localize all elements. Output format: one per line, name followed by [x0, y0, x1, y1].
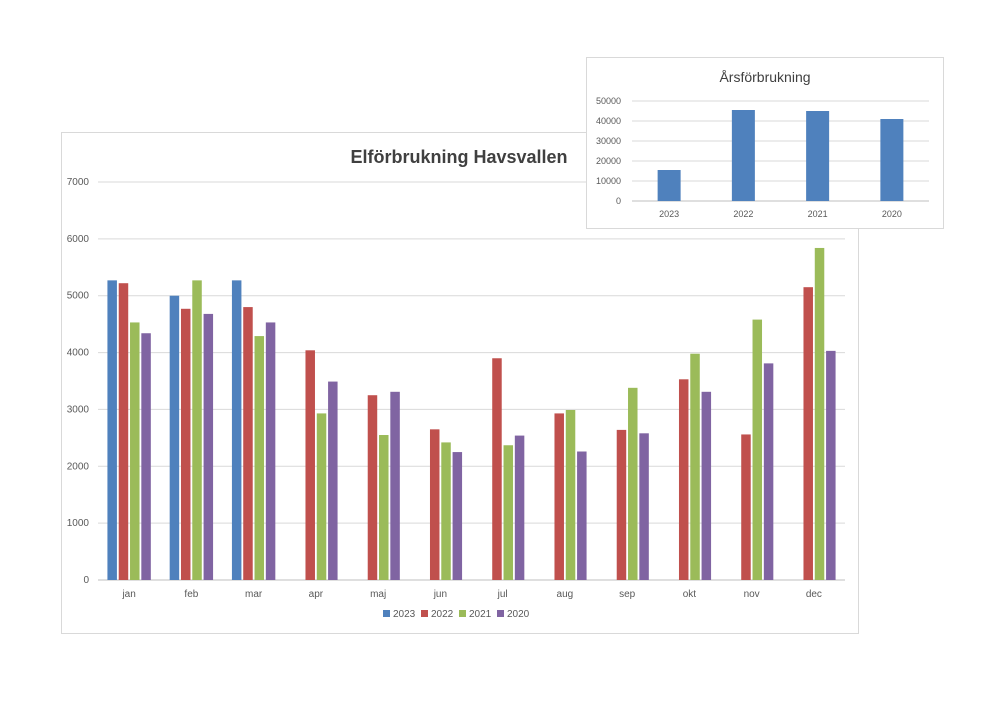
bar-2022-feb	[180, 308, 191, 580]
bar-2021-feb	[192, 280, 202, 580]
bar-2022-jul	[492, 358, 502, 580]
bar-2021-okt	[690, 353, 700, 580]
legend-label-2022: 2022	[431, 609, 454, 620]
bar-2022-sep	[616, 429, 627, 580]
bar-2020-apr	[328, 381, 338, 580]
bar-2020-jan	[141, 333, 151, 580]
x-tick-label: jan	[121, 589, 135, 600]
bar-2020-aug	[577, 451, 587, 580]
bar-2021-sep	[628, 387, 638, 580]
bar-2021-jun	[441, 442, 451, 580]
bar-2021-maj	[379, 435, 389, 580]
x-tick-label: 2020	[882, 209, 902, 219]
legend-label-2020: 2020	[507, 609, 530, 620]
bar-2020-mar	[265, 322, 276, 580]
legend-swatch-2023	[383, 610, 390, 617]
bar-2020-feb	[203, 313, 214, 580]
y-tick-label: 2000	[67, 461, 90, 472]
y-tick-label: 50000	[596, 96, 621, 106]
bar-2021-apr	[316, 413, 327, 580]
bar-2022-jan	[118, 283, 129, 580]
bar-2020-jul	[514, 435, 525, 580]
yearly-chart: Årsförbrukning 0 10000 20000 30000 40000 5000…	[586, 57, 944, 229]
bar-2022-mar	[243, 307, 253, 580]
x-tick-label: jul	[497, 589, 508, 600]
x-tick-label: maj	[370, 589, 386, 600]
bar-2023-feb	[169, 295, 180, 580]
x-tick-label: jun	[433, 589, 447, 600]
y-tick-label: 4000	[67, 348, 90, 359]
monthly-chart-svg: Elförbrukning Havsvallen 0 1000 2000 3000 40…	[67, 147, 845, 620]
bar-2023-mar	[231, 280, 242, 580]
legend-swatch-2021	[459, 610, 466, 617]
x-tick-label: sep	[619, 589, 636, 600]
legend-label-2023: 2023	[393, 609, 416, 620]
bar-2022-maj	[367, 395, 378, 580]
bar-2022	[731, 110, 755, 201]
bar-2022-okt	[678, 379, 689, 580]
y-tick-label: 5000	[67, 291, 90, 302]
x-tick-label: feb	[184, 589, 198, 600]
y-tick-label: 20000	[596, 156, 621, 166]
bar-2021-dec	[814, 247, 825, 580]
yearly-chart-svg: Årsförbrukning 0 10000 20000 30000 40000 5000…	[596, 69, 929, 219]
y-tick-label: 30000	[596, 136, 621, 146]
x-tick-label: aug	[557, 589, 574, 600]
yearly-chart-title: Årsförbrukning	[719, 69, 810, 85]
y-tick-label: 1000	[67, 518, 90, 529]
x-tick-label: apr	[309, 589, 324, 600]
legend-label-2021: 2021	[469, 609, 492, 620]
bar-2021-jan	[130, 322, 140, 580]
bar-2020-sep	[639, 433, 649, 580]
bar-2022-nov	[741, 434, 751, 580]
x-tick-label: 2022	[733, 209, 753, 219]
y-tick-label: 40000	[596, 116, 621, 126]
bar-2023	[657, 170, 681, 201]
bar-2020-jun	[452, 452, 463, 580]
x-tick-label: 2023	[659, 209, 679, 219]
x-tick-label: nov	[744, 589, 760, 600]
bar-2023-jan	[107, 280, 117, 580]
bar-2020-dec	[826, 350, 836, 580]
bar-2021-aug	[565, 409, 576, 580]
bar-2022-aug	[554, 413, 564, 580]
bar-2022-dec	[803, 287, 813, 580]
bar-2021-mar	[254, 336, 265, 580]
monthly-chart-title: Elförbrukning Havsvallen	[350, 147, 567, 167]
bar-2020-okt	[701, 391, 712, 580]
x-tick-label: okt	[683, 589, 697, 600]
bar-2022-apr	[305, 350, 315, 580]
bar-2021-jul	[503, 445, 514, 580]
bar-2020-maj	[390, 391, 400, 580]
bar-2021-nov	[752, 319, 763, 580]
x-tick-label: mar	[245, 589, 263, 600]
y-tick-label: 7000	[67, 177, 90, 188]
bar-2020-nov	[763, 363, 774, 580]
y-tick-label: 0	[83, 575, 89, 586]
y-tick-label: 10000	[596, 176, 621, 186]
y-tick-label: 3000	[67, 404, 90, 415]
y-tick-label: 0	[616, 196, 621, 206]
bar-2021	[806, 111, 830, 201]
x-tick-label: dec	[806, 589, 822, 600]
bar-2020	[880, 119, 904, 201]
bar-2022-jun	[429, 429, 440, 580]
x-tick-label: 2021	[808, 209, 828, 219]
y-tick-label: 6000	[67, 234, 90, 245]
legend-swatch-2022	[421, 610, 428, 617]
legend-swatch-2020	[497, 610, 504, 617]
